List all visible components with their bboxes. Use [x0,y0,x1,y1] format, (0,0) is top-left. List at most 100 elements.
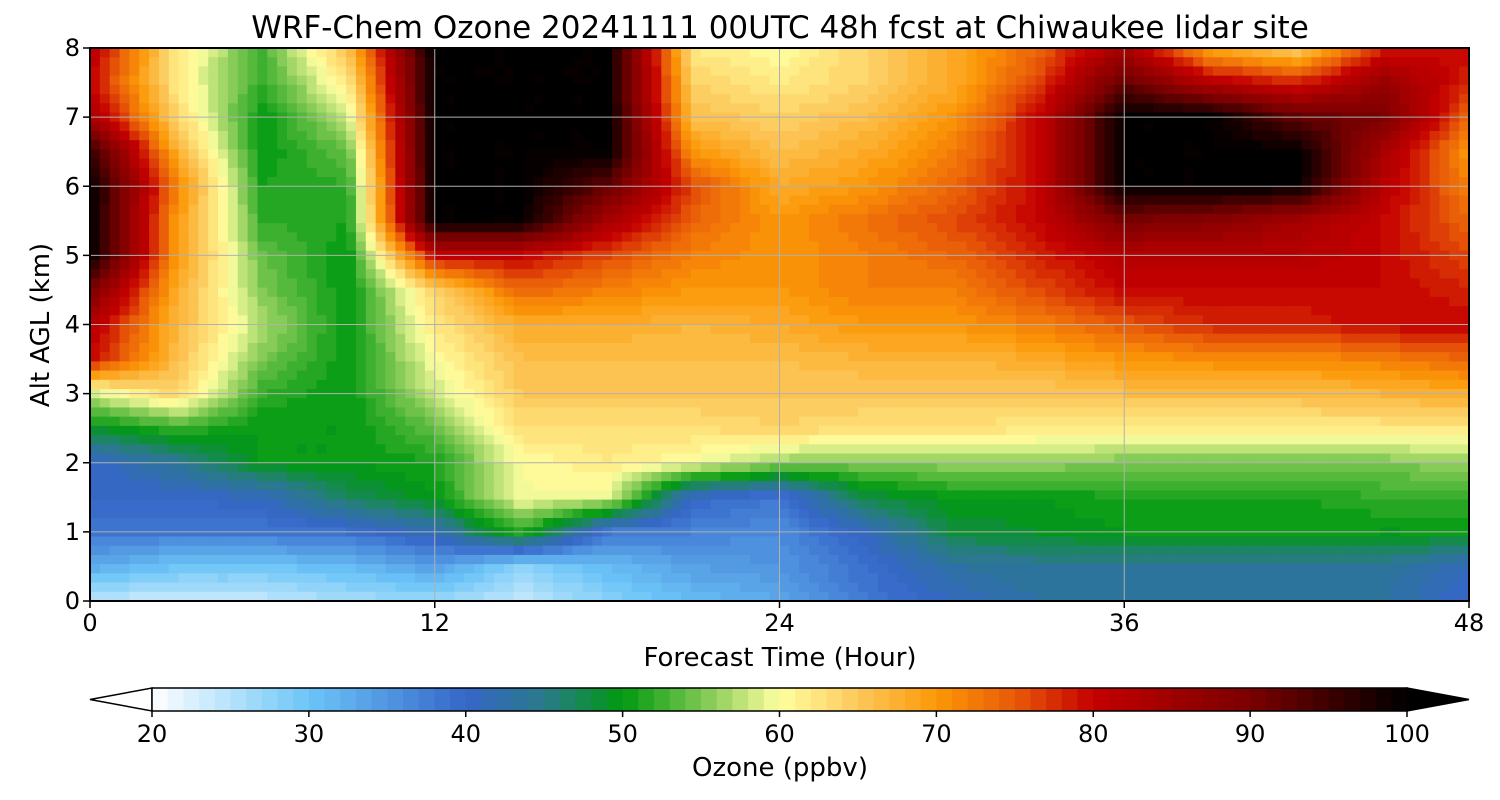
heatmap-cell [651,213,662,224]
heatmap-cell [533,167,544,178]
heatmap-cell [730,167,741,178]
heatmap-cell [1055,278,1066,289]
heatmap-cell [257,223,268,233]
heatmap-cell [1173,315,1184,326]
heatmap-cell [1124,66,1135,77]
heatmap-cell [355,103,367,114]
heatmap-cell [1084,361,1096,372]
heatmap-cell [1114,342,1125,353]
heatmap-cell [887,232,899,243]
heatmap-cell [1104,361,1115,372]
heatmap-cell [1232,259,1244,270]
heatmap-cell [484,370,495,381]
heatmap-cell [149,269,160,280]
heatmap-cell [188,315,199,326]
heatmap-cell [858,232,869,243]
heatmap-cell [749,232,761,243]
heatmap-cell [375,130,387,141]
heatmap-cell [139,213,150,224]
heatmap-cell [1055,241,1066,252]
heatmap-cell [1252,158,1263,169]
heatmap-cell [503,241,515,252]
heatmap-cell [621,195,633,206]
heatmap-cell [779,75,790,86]
heatmap-cell [267,130,278,141]
heatmap-cell [1331,333,1342,344]
heatmap-cell [1429,223,1441,233]
heatmap-cell [474,213,485,224]
heatmap-cell [1222,140,1234,150]
heatmap-cell [1134,259,1145,270]
heatmap-cell [1075,352,1086,362]
heatmap-cell [1143,296,1155,307]
heatmap-cell [602,103,613,114]
heatmap-cell [602,269,613,280]
heatmap-cell [769,75,781,86]
heatmap-cell [1272,57,1283,68]
heatmap-cell [415,94,426,104]
heatmap-cell [641,269,653,280]
heatmap-cell [1045,315,1056,326]
heatmap-cell [1015,158,1027,169]
heatmap-cell [1370,149,1381,160]
heatmap-cell [434,342,446,353]
heatmap-cell [503,140,515,150]
heatmap-cell [1104,306,1115,316]
heatmap-cell [434,75,446,86]
heatmap-cell [464,296,475,307]
heatmap-cell [1183,167,1194,178]
heatmap-cell [858,66,869,77]
heatmap-cell [434,121,446,132]
heatmap-cell [690,259,702,270]
heatmap-cell [503,57,515,68]
heatmap-cell [1331,278,1342,289]
heatmap-cell [1153,324,1165,335]
heatmap-cell [937,269,948,280]
heatmap-cell [346,342,357,353]
heatmap-cell [1459,278,1469,289]
heatmap-cell [1449,352,1460,362]
heatmap-cell [1075,195,1086,206]
heatmap-cell [552,75,564,86]
heatmap-cell [759,324,771,335]
heatmap-cell [365,195,377,206]
heatmap-cell [1203,177,1214,187]
heatmap-cell [956,269,968,280]
heatmap-cell [267,48,278,58]
heatmap-cell [976,48,987,58]
heatmap-cell [218,269,229,280]
heatmap-cell [641,158,653,169]
heatmap-cell [690,324,702,335]
heatmap-cell [208,204,219,215]
heatmap-cell [1360,278,1372,289]
heatmap-cell [247,287,259,298]
heatmap-cell [710,213,721,224]
heatmap-cell [887,204,899,215]
heatmap-cell [996,241,1007,252]
heatmap-cell [1173,361,1184,372]
heatmap-cell [1390,278,1401,289]
heatmap-cell [700,315,712,326]
heatmap-cell [1094,177,1106,187]
heatmap-cell [612,352,623,362]
heatmap-cell [848,223,859,233]
heatmap-cell [1350,278,1362,289]
heatmap-cell [1281,342,1293,353]
heatmap-cell [267,287,278,298]
heatmap-cell [887,94,899,104]
heatmap-cell [1252,324,1263,335]
heatmap-cell [1193,57,1204,68]
heatmap-cell [533,204,544,215]
heatmap-cell [749,130,761,141]
heatmap-cell [1262,269,1273,280]
heatmap-cell [878,361,889,372]
heatmap-cell [1449,66,1460,77]
heatmap-cell [818,158,830,169]
heatmap-cell [769,177,781,187]
heatmap-cell [956,66,968,77]
heatmap-cell [858,324,869,335]
heatmap-cell [1360,306,1372,316]
heatmap-cell [1232,213,1244,224]
heatmap-cell [287,103,298,114]
heatmap-cell [897,241,909,252]
